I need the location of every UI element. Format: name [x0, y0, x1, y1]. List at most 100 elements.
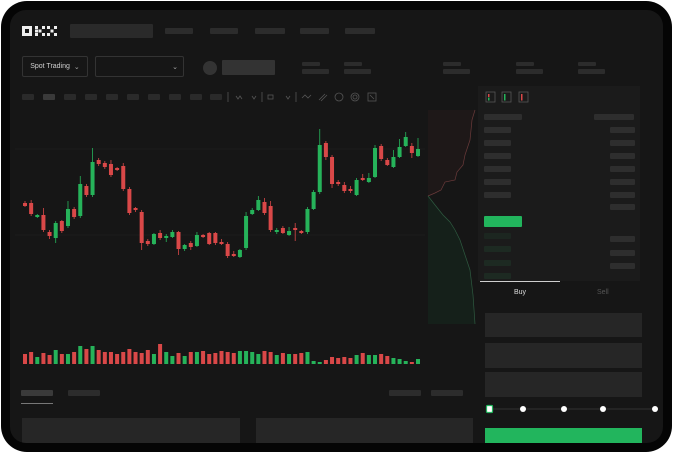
amount-slider[interactable]	[485, 404, 658, 414]
total-input[interactable]	[485, 372, 642, 397]
camera-icon[interactable]	[334, 92, 344, 102]
candle[interactable]	[262, 198, 267, 215]
book-asks-icon[interactable]	[518, 91, 529, 103]
candle[interactable]	[348, 186, 353, 193]
candle[interactable]	[213, 232, 218, 245]
candle[interactable]	[23, 201, 27, 207]
timeframe-button[interactable]	[169, 94, 181, 100]
filter-button[interactable]	[389, 390, 421, 396]
candle[interactable]	[391, 150, 396, 168]
candle[interactable]	[188, 241, 193, 250]
timeframe-button[interactable]	[148, 94, 160, 100]
price-input[interactable]	[485, 313, 642, 337]
indicator-icon[interactable]	[235, 95, 243, 100]
slider-step[interactable]	[561, 406, 567, 412]
nav-item[interactable]	[300, 28, 329, 34]
candle[interactable]	[385, 158, 390, 166]
candle[interactable]	[360, 174, 365, 181]
candle[interactable]	[102, 161, 107, 169]
book-both-icon[interactable]	[485, 91, 496, 103]
candle[interactable]	[53, 221, 58, 243]
slider-handle[interactable]	[485, 404, 494, 414]
candle[interactable]	[250, 208, 255, 215]
candle[interactable]	[170, 230, 175, 238]
candle[interactable]	[201, 234, 206, 238]
tab-order-history[interactable]	[68, 390, 100, 396]
candle[interactable]	[133, 207, 138, 212]
candle[interactable]	[330, 155, 335, 188]
candle[interactable]	[268, 201, 273, 232]
candle[interactable]	[115, 167, 120, 171]
timeframe-button[interactable]	[85, 94, 97, 100]
candle[interactable]	[65, 201, 70, 228]
candle[interactable]	[90, 148, 95, 197]
okx-logo[interactable]	[22, 26, 58, 36]
candle[interactable]	[336, 180, 341, 186]
candle[interactable]	[299, 230, 304, 234]
candle[interactable]	[176, 231, 181, 255]
candle[interactable]	[225, 242, 230, 258]
market-type-dropdown[interactable]: Spot Trading ⌄	[22, 56, 88, 77]
candle[interactable]	[72, 207, 77, 219]
slider-step[interactable]	[520, 406, 526, 412]
candle[interactable]	[78, 176, 83, 218]
candle[interactable]	[151, 233, 156, 245]
timeframe-button[interactable]	[106, 94, 118, 100]
mid-price[interactable]	[484, 216, 522, 227]
search-bar[interactable]	[70, 24, 153, 38]
settings-icon[interactable]	[350, 92, 360, 102]
candle[interactable]	[323, 141, 328, 160]
candle[interactable]	[35, 214, 40, 218]
slider-step[interactable]	[600, 406, 606, 412]
timeframe-icon[interactable]	[267, 94, 274, 100]
nav-item[interactable]	[345, 28, 375, 34]
line-tool-icon[interactable]	[301, 94, 312, 99]
timeframe-button[interactable]	[43, 94, 55, 100]
timeframe-button[interactable]	[190, 94, 202, 100]
draw-tool-icon[interactable]	[318, 93, 328, 102]
candle[interactable]	[47, 230, 52, 239]
candle[interactable]	[305, 207, 310, 234]
candle[interactable]	[41, 208, 46, 232]
buy-button[interactable]	[485, 428, 642, 443]
candle[interactable]	[121, 163, 126, 191]
tab-buy[interactable]: Buy	[514, 289, 527, 296]
candle[interactable]	[219, 239, 224, 245]
candle[interactable]	[194, 232, 199, 247]
amount-input[interactable]	[485, 343, 642, 368]
chevron-down-icon[interactable]	[251, 95, 257, 100]
candle[interactable]	[231, 251, 236, 257]
candle[interactable]	[311, 190, 316, 210]
tab-open-orders[interactable]	[21, 390, 53, 396]
candle[interactable]	[96, 158, 101, 166]
nav-item[interactable]	[210, 28, 238, 34]
candlestick-chart[interactable]	[10, 10, 430, 370]
nav-item[interactable]	[165, 28, 193, 34]
candle[interactable]	[416, 138, 420, 157]
fullscreen-icon[interactable]	[367, 92, 377, 102]
candle[interactable]	[342, 182, 347, 193]
candle[interactable]	[164, 234, 169, 242]
candle[interactable]	[379, 144, 384, 161]
candle[interactable]	[139, 210, 144, 250]
candle[interactable]	[293, 223, 298, 241]
candle[interactable]	[158, 230, 163, 240]
nav-item[interactable]	[255, 28, 285, 34]
pair-dropdown[interactable]: ⌄	[95, 56, 184, 77]
timeframe-button[interactable]	[210, 94, 222, 100]
candle[interactable]	[373, 145, 378, 178]
candle[interactable]	[108, 160, 113, 177]
candle[interactable]	[354, 178, 359, 196]
candle[interactable]	[287, 227, 292, 236]
candle[interactable]	[59, 220, 64, 233]
candle[interactable]	[280, 226, 285, 234]
filter-button[interactable]	[431, 390, 463, 396]
slider-step[interactable]	[652, 406, 658, 412]
candle[interactable]	[409, 143, 414, 158]
candle[interactable]	[84, 184, 89, 197]
candle[interactable]	[403, 132, 408, 147]
candle[interactable]	[127, 187, 132, 215]
book-bids-icon[interactable]	[501, 91, 512, 103]
timeframe-button[interactable]	[64, 94, 76, 100]
candle[interactable]	[182, 244, 187, 251]
